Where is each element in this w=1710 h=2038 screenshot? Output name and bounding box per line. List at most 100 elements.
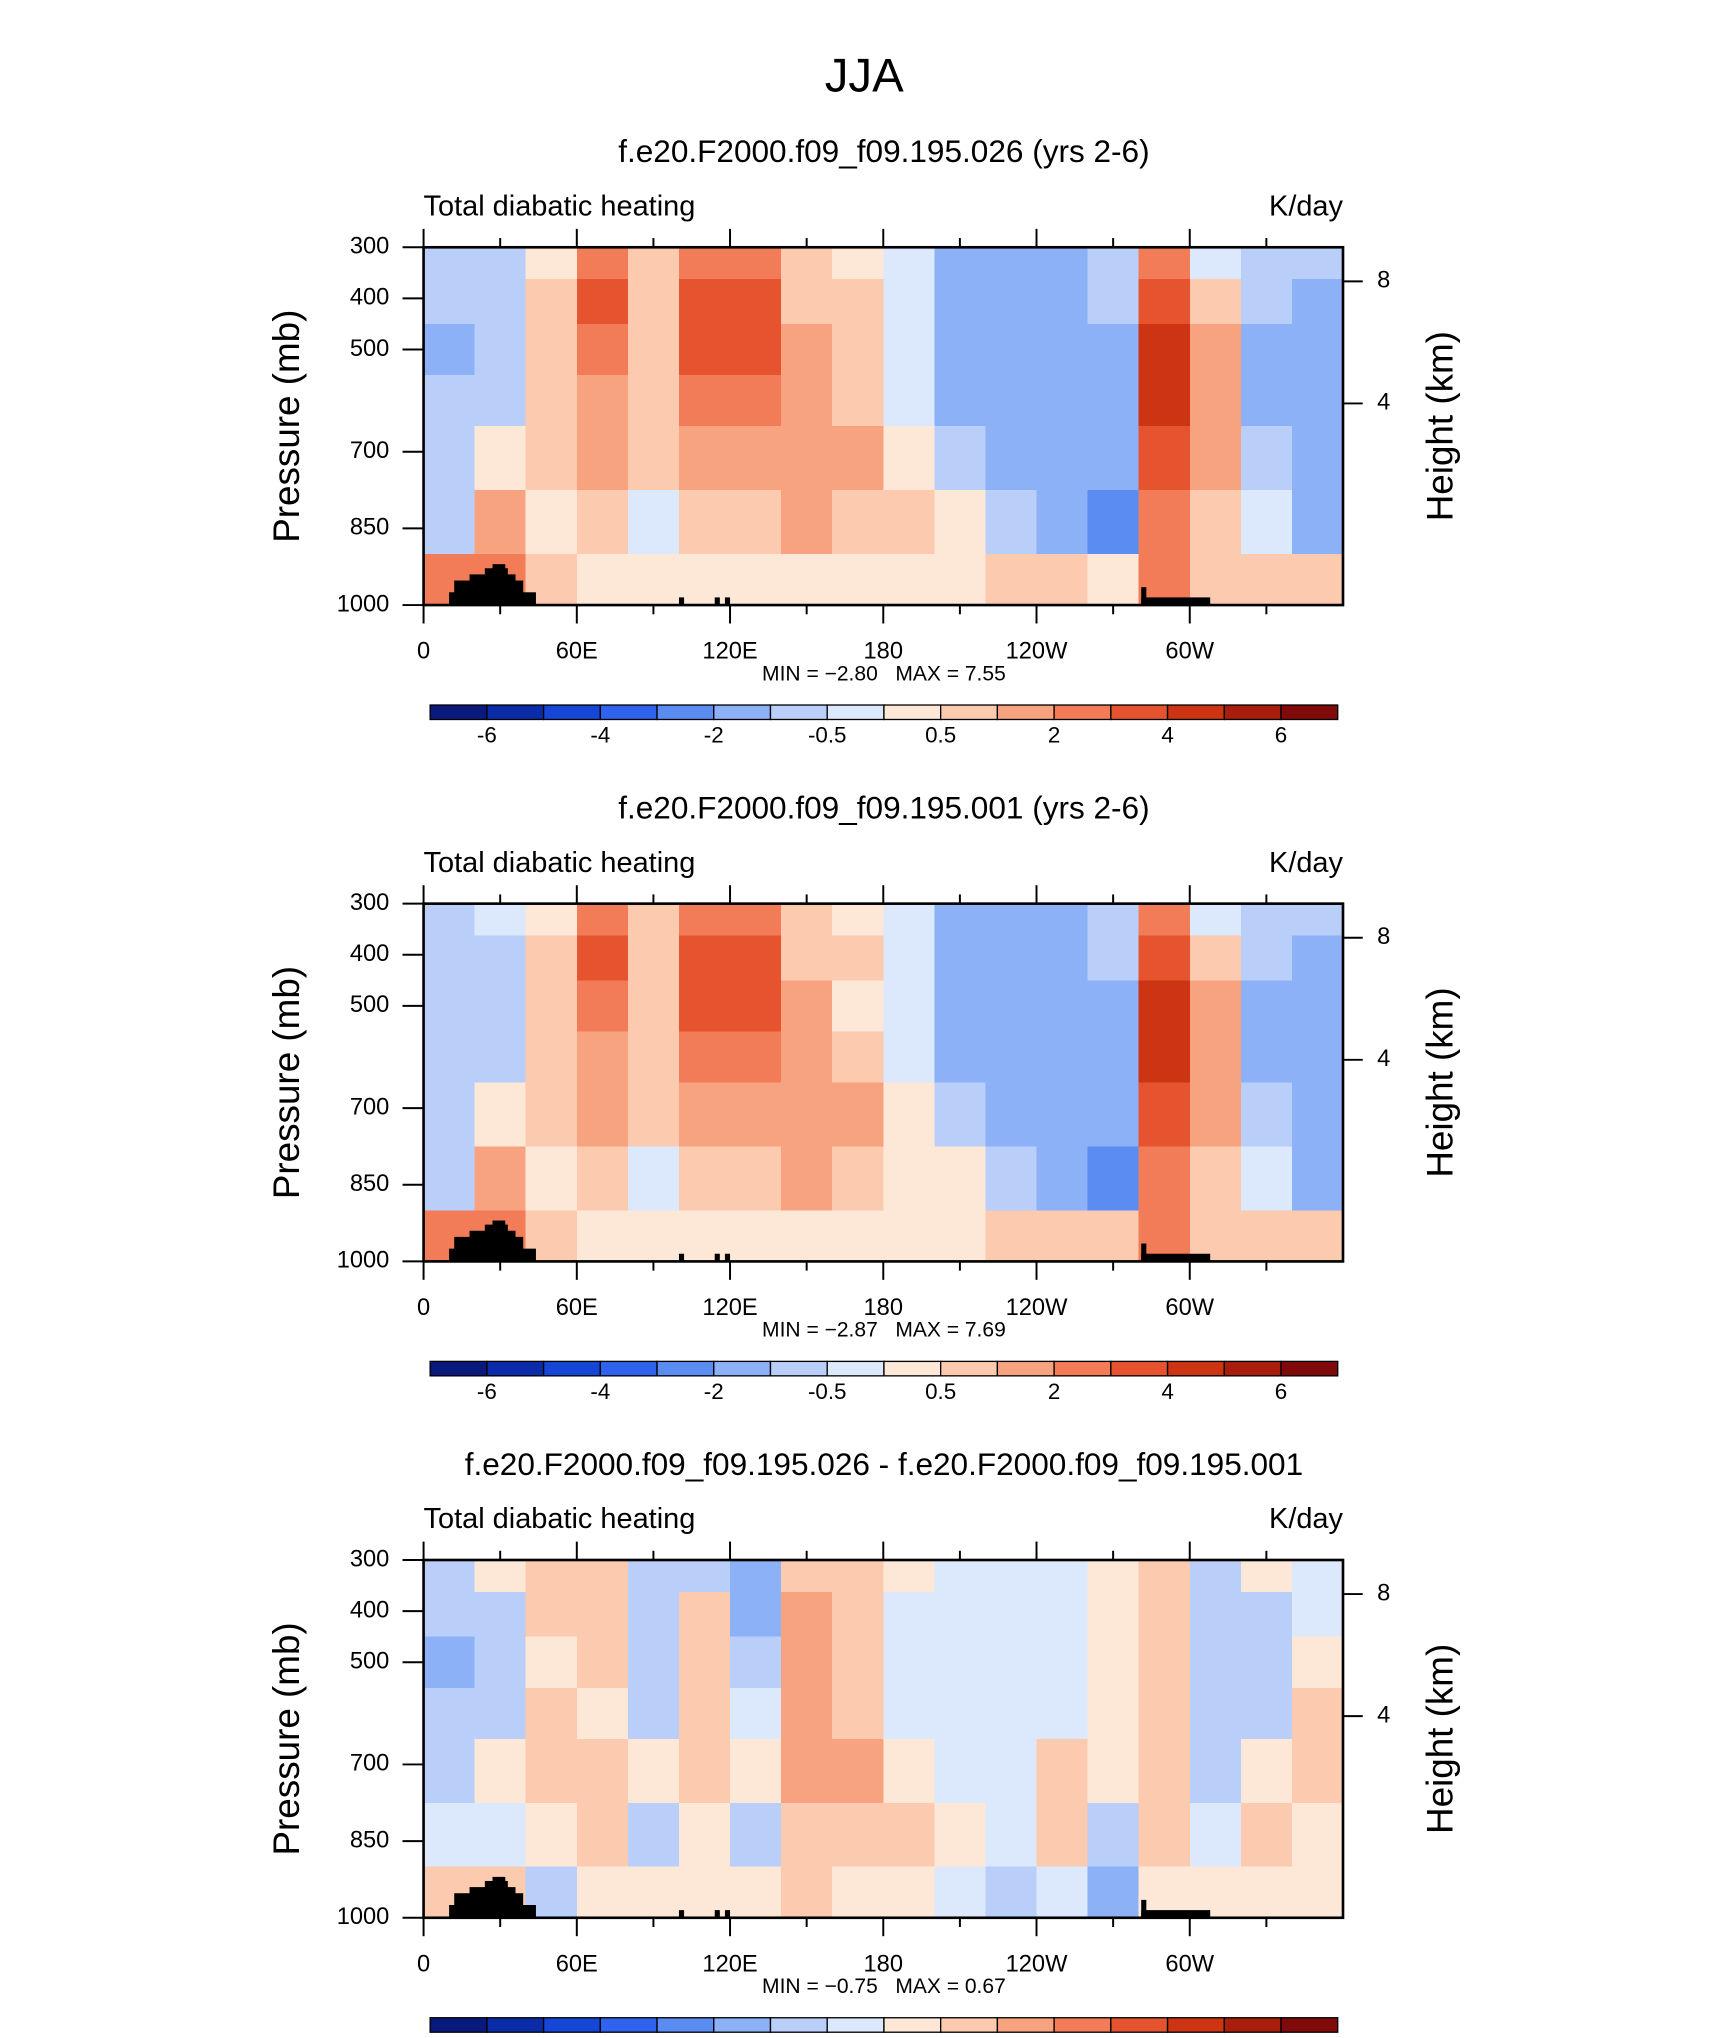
field-cell [832,1636,885,1689]
field-cell [525,980,578,1033]
field-cell [678,1591,731,1638]
field-cell [1240,247,1293,281]
field-cell [1291,1802,1344,1868]
colorbar-label: -0.9 [638,2035,677,2038]
panel-title: f.e20.F2000.f09_f09.195.001 (yrs 2-6) [618,790,1149,826]
field-cell [781,1082,833,1148]
field-cell [627,1687,680,1740]
colorbar-box [542,1360,601,1377]
field-cell [1240,1738,1293,1804]
colorbar-label: 2 [1048,1379,1060,1404]
colorbar-box [486,2017,545,2033]
field-cell [1240,1687,1293,1740]
field-cell [525,375,578,427]
field-cell [883,553,936,606]
x-tick-label: 120W [1006,1295,1068,1321]
field-cell [423,1146,476,1212]
x-tick-label: 120E [702,1951,757,1977]
field-cell [1087,903,1140,937]
field-cell [985,1146,1038,1212]
field-cell [1087,1560,1140,1593]
colorbar-box [1223,1360,1282,1377]
field-cell [1138,247,1191,281]
field-cell [423,490,476,555]
colorbar-box [1110,1360,1169,1377]
field-cell [934,490,987,555]
field-cell [985,247,1038,281]
colorbar-label: -2 [704,1379,724,1404]
field-cell [627,1210,680,1263]
field-cell [883,1082,936,1148]
terrain [678,1253,685,1262]
y-tick-label: 1000 [337,1248,390,1274]
terrain [724,1253,731,1262]
colorbar-label: -0.3 [751,2035,790,2038]
field-cell [678,935,731,982]
field-cell [730,279,782,325]
field-cell [1087,935,1140,982]
units: K/day [1269,190,1343,222]
field-cell [627,490,680,555]
field-cell [576,1210,629,1263]
colorbar-label: -0.5 [808,1379,847,1404]
field-cell [474,1082,527,1148]
field-cell [883,1738,936,1804]
colorbar-box [542,704,601,721]
field-cell [1291,553,1344,606]
field-cell [678,375,731,427]
field-cell [627,1146,680,1212]
field-cell [883,1636,936,1689]
field-cell [1087,426,1140,491]
field-cell [576,1636,629,1689]
field-cell [1138,1687,1191,1740]
field-cell [576,375,629,427]
field-cell [832,980,885,1033]
field-cell [985,1636,1038,1689]
field-cell [576,247,629,281]
field-cell [1240,1636,1293,1689]
field-cell [474,279,527,325]
field-cell [934,935,987,982]
colorbar-box [1280,704,1339,721]
field-cell [1189,980,1242,1033]
field-cell [678,1210,731,1263]
field-cell [525,903,578,937]
field-cell [627,1802,680,1868]
field-cell [985,1738,1038,1804]
field-cell [934,1031,987,1084]
field-cell [474,1687,527,1740]
stats: MIN = −2.87 MAX = 7.69 [762,1319,1006,1342]
field-cell [781,553,833,606]
field-cell [678,323,731,376]
colorbar-box [1166,2017,1225,2033]
y-tick-label: 500 [350,1648,389,1674]
field-cell [781,935,833,982]
field-cell [1189,1560,1242,1593]
field-cell [423,1802,476,1868]
colorbar-box [1053,1360,1112,1377]
field-cell [985,903,1038,937]
units: K/day [1269,847,1343,879]
field-cell [1087,1866,1140,1919]
colorbar-box [996,2017,1055,2033]
field-cell [678,1560,731,1593]
x-tick-label: 60E [556,639,598,665]
field-cell [985,935,1038,982]
terrain [1141,1253,1211,1262]
field-cell [832,903,885,937]
field-cell [883,980,936,1033]
field-cell [576,490,629,555]
field-cell [1036,1591,1089,1638]
field-cell [1240,935,1293,982]
field-cell [423,279,476,325]
field-cell [474,426,527,491]
terrain [492,1876,506,1918]
field-cell [423,375,476,427]
y-tick-label: 300 [350,890,389,916]
field-cell [934,426,987,491]
field-cell [525,323,578,376]
y-tick-label: 400 [350,1597,389,1623]
field-cell [985,279,1038,325]
